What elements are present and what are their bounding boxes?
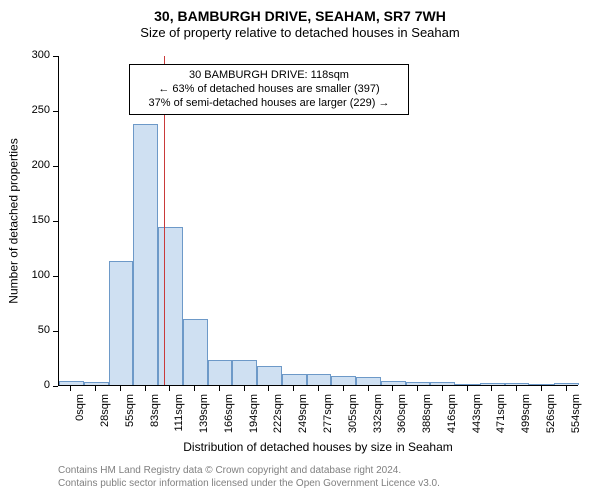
x-tick-label: 55sqm — [124, 394, 136, 444]
x-tick-mark — [169, 386, 170, 391]
histogram-bar — [158, 227, 183, 385]
histogram-bar — [208, 360, 233, 385]
x-tick-label: 416sqm — [446, 394, 458, 444]
y-tick-mark — [53, 111, 58, 112]
x-tick-mark — [541, 386, 542, 391]
x-tick-mark — [95, 386, 96, 391]
x-tick-mark — [566, 386, 567, 391]
x-tick-label: 111sqm — [173, 394, 185, 444]
x-tick-label: 194sqm — [248, 394, 260, 444]
attribution-footer: Contains HM Land Registry data © Crown c… — [58, 464, 578, 490]
x-tick-label: 0sqm — [74, 394, 86, 444]
page-title: 30, BAMBURGH DRIVE, SEAHAM, SR7 7WH — [0, 0, 600, 25]
x-tick-mark — [442, 386, 443, 391]
x-tick-mark — [392, 386, 393, 391]
page-subtitle: Size of property relative to detached ho… — [0, 25, 600, 43]
histogram-bar — [257, 366, 282, 385]
y-tick-label: 250 — [10, 104, 50, 116]
x-tick-mark — [120, 386, 121, 391]
x-tick-mark — [318, 386, 319, 391]
y-tick-label: 50 — [10, 324, 50, 336]
x-tick-label: 499sqm — [520, 394, 532, 444]
y-tick-label: 300 — [10, 49, 50, 61]
x-tick-mark — [343, 386, 344, 391]
x-tick-mark — [516, 386, 517, 391]
y-tick-mark — [53, 166, 58, 167]
histogram-bar — [59, 381, 84, 385]
histogram-bar — [307, 374, 332, 385]
x-tick-label: 471sqm — [495, 394, 507, 444]
x-tick-label: 388sqm — [421, 394, 433, 444]
x-tick-label: 222sqm — [272, 394, 284, 444]
histogram-bar — [84, 382, 109, 385]
x-tick-label: 443sqm — [471, 394, 483, 444]
histogram-bar — [406, 382, 431, 385]
histogram-bar — [232, 360, 257, 385]
histogram-bar — [554, 383, 579, 385]
x-tick-label: 277sqm — [322, 394, 334, 444]
y-tick-mark — [53, 386, 58, 387]
y-tick-label: 200 — [10, 159, 50, 171]
x-tick-mark — [194, 386, 195, 391]
x-tick-mark — [244, 386, 245, 391]
x-tick-mark — [368, 386, 369, 391]
histogram-bar — [430, 382, 455, 385]
histogram-bar — [356, 377, 381, 385]
x-tick-label: 139sqm — [198, 394, 210, 444]
histogram-bar — [455, 384, 480, 385]
x-tick-label: 28sqm — [99, 394, 111, 444]
y-tick-mark — [53, 56, 58, 57]
annotation-box: 30 BAMBURGH DRIVE: 118sqm ← 63% of detac… — [129, 64, 409, 115]
histogram-bar — [133, 124, 158, 385]
x-tick-label: 83sqm — [149, 394, 161, 444]
annotation-line-1: 30 BAMBURGH DRIVE: 118sqm — [136, 69, 402, 83]
y-tick-label: 100 — [10, 269, 50, 281]
histogram-bar — [109, 261, 134, 385]
annotation-line-3: 37% of semi-detached houses are larger (… — [136, 97, 402, 111]
histogram-bar — [381, 381, 406, 385]
x-tick-mark — [219, 386, 220, 391]
x-tick-label: 554sqm — [570, 394, 582, 444]
footer-line-1: Contains HM Land Registry data © Crown c… — [58, 464, 578, 477]
x-tick-label: 332sqm — [372, 394, 384, 444]
x-tick-label: 360sqm — [396, 394, 408, 444]
annotation-line-2: ← 63% of detached houses are smaller (39… — [136, 83, 402, 97]
footer-line-2: Contains public sector information licen… — [58, 477, 578, 490]
x-tick-mark — [467, 386, 468, 391]
y-tick-label: 0 — [10, 379, 50, 391]
histogram-chart: 30 BAMBURGH DRIVE: 118sqm ← 63% of detac… — [58, 56, 578, 386]
x-tick-mark — [293, 386, 294, 391]
histogram-bar — [331, 376, 356, 385]
x-tick-mark — [491, 386, 492, 391]
x-tick-mark — [268, 386, 269, 391]
y-tick-mark — [53, 276, 58, 277]
histogram-bar — [183, 319, 208, 385]
histogram-bar — [505, 383, 530, 385]
histogram-bar — [282, 374, 307, 385]
x-tick-mark — [417, 386, 418, 391]
histogram-bar — [480, 383, 505, 385]
histogram-bar — [529, 384, 554, 385]
x-tick-label: 249sqm — [297, 394, 309, 444]
y-tick-mark — [53, 221, 58, 222]
x-tick-mark — [145, 386, 146, 391]
x-tick-label: 526sqm — [545, 394, 557, 444]
x-tick-mark — [70, 386, 71, 391]
y-tick-label: 150 — [10, 214, 50, 226]
x-tick-label: 305sqm — [347, 394, 359, 444]
x-tick-label: 166sqm — [223, 394, 235, 444]
y-tick-mark — [53, 331, 58, 332]
